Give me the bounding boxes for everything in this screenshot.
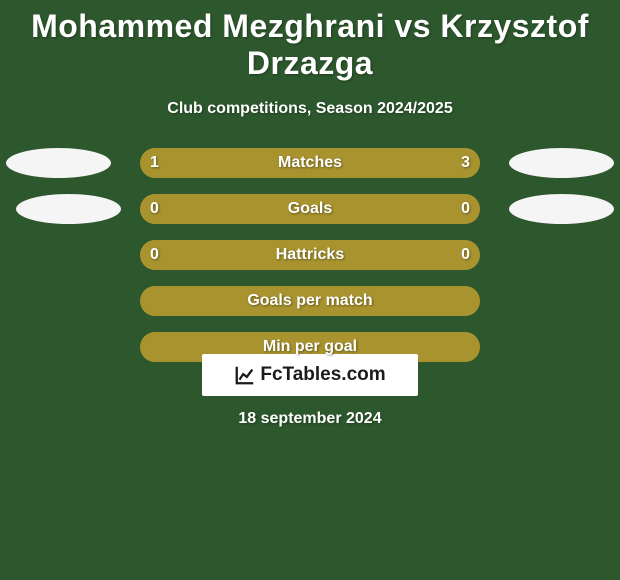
logo-label: FcTables.com bbox=[260, 364, 385, 386]
logo-box: FcTables.com bbox=[202, 354, 418, 396]
subtitle: Club competitions, Season 2024/2025 bbox=[0, 100, 620, 118]
stat-value-right: 3 bbox=[461, 154, 470, 172]
stat-row: 0 Hattricks 0 bbox=[0, 240, 620, 286]
player-left-avatar bbox=[6, 148, 111, 178]
player-right-avatar bbox=[509, 194, 614, 224]
page-title: Mohammed Mezghrani vs Krzysztof Drzazga bbox=[0, 0, 620, 82]
stat-value-right: 0 bbox=[461, 200, 470, 218]
stat-bar-goals: 0 Goals 0 bbox=[140, 194, 480, 224]
chart-icon bbox=[234, 364, 256, 386]
stat-value-right: 0 bbox=[461, 246, 470, 264]
stat-row: 1 Matches 3 bbox=[0, 148, 620, 194]
stat-label: Hattricks bbox=[140, 246, 480, 264]
stats-container: 1 Matches 3 0 Goals 0 0 Hattricks 0 bbox=[0, 148, 620, 378]
stat-bar-hattricks: 0 Hattricks 0 bbox=[140, 240, 480, 270]
stat-label: Goals bbox=[140, 200, 480, 218]
stat-bar-goals-per-match: Goals per match bbox=[140, 286, 480, 316]
stat-bar-matches: 1 Matches 3 bbox=[140, 148, 480, 178]
player-right-avatar bbox=[509, 148, 614, 178]
stat-row: Goals per match bbox=[0, 286, 620, 332]
logo-text: FcTables.com bbox=[234, 364, 385, 386]
stat-label: Matches bbox=[140, 154, 480, 172]
date-text: 18 september 2024 bbox=[0, 410, 620, 428]
stat-row: 0 Goals 0 bbox=[0, 194, 620, 240]
player-left-avatar bbox=[16, 194, 121, 224]
stat-label: Goals per match bbox=[140, 292, 480, 310]
stat-label: Min per goal bbox=[140, 338, 480, 356]
